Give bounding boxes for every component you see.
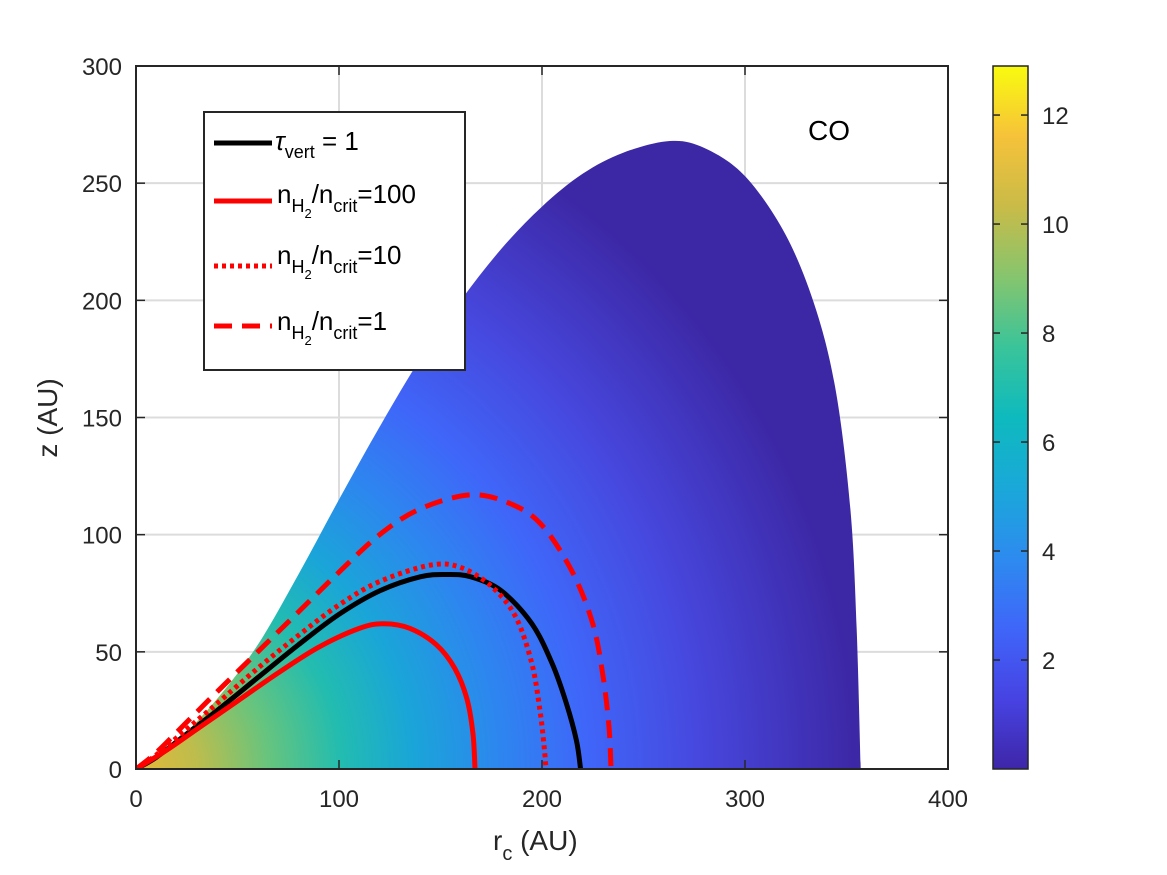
series-line-2 <box>136 561 549 769</box>
x-axis-title-sub: c <box>502 843 512 865</box>
y-tick-label: 200 <box>82 288 122 315</box>
x-tick-label: 400 <box>928 786 968 813</box>
colorbar-tick-label: 10 <box>1042 212 1069 239</box>
legend-label-tau: τvert = 1 <box>275 126 359 162</box>
x-axis-title-main: r <box>493 825 502 856</box>
colorbar-tick-label: 2 <box>1042 648 1055 675</box>
y-tick-label: 100 <box>82 523 122 550</box>
x-tick-label: 300 <box>725 786 765 813</box>
x-tick-label: 0 <box>129 786 142 813</box>
tick-labels: 0 100 200 300 400 0 50 100 150 200 250 300 <box>82 54 968 813</box>
y-tick-label: 50 <box>95 640 122 667</box>
series-line-1 <box>136 621 478 769</box>
x-axis-title-tail: (AU) <box>512 825 577 856</box>
colorbar-tick-label: 8 <box>1042 321 1055 348</box>
legend-label-ncrit10: nH2/ncrit=10 <box>277 240 402 282</box>
legend: τvert = 1 nH2/ncrit=100 nH2/ncrit=10 nH2… <box>203 111 466 371</box>
x-tick-label: 100 <box>319 786 359 813</box>
y-axis-title: z (AU) <box>32 378 63 457</box>
y-tick-label: 0 <box>109 757 122 784</box>
colorbar-tick-label: 12 <box>1042 103 1069 130</box>
y-tick-label: 250 <box>82 171 122 198</box>
colorbar <box>992 65 1029 770</box>
heatmap-region <box>136 140 861 769</box>
x-axis-title: rc (AU) <box>493 825 578 865</box>
colorbar-tick-label: 6 <box>1042 430 1055 457</box>
series-layer <box>136 492 614 769</box>
legend-label-ncrit1: nH2/ncrit=1 <box>277 306 387 348</box>
y-tick-label: 150 <box>82 406 122 433</box>
colorbar-tick-label: 4 <box>1042 539 1055 566</box>
legend-label-ncrit100: nH2/ncrit=100 <box>277 179 416 221</box>
colorbar-ticks: 2 4 6 8 10 12 <box>993 103 1069 675</box>
series-line-0 <box>136 571 584 769</box>
ticks <box>135 65 949 770</box>
series-line-3 <box>136 492 614 769</box>
species-annotation: CO <box>808 115 850 146</box>
y-tick-label: 300 <box>82 54 122 81</box>
x-tick-label: 200 <box>522 786 562 813</box>
